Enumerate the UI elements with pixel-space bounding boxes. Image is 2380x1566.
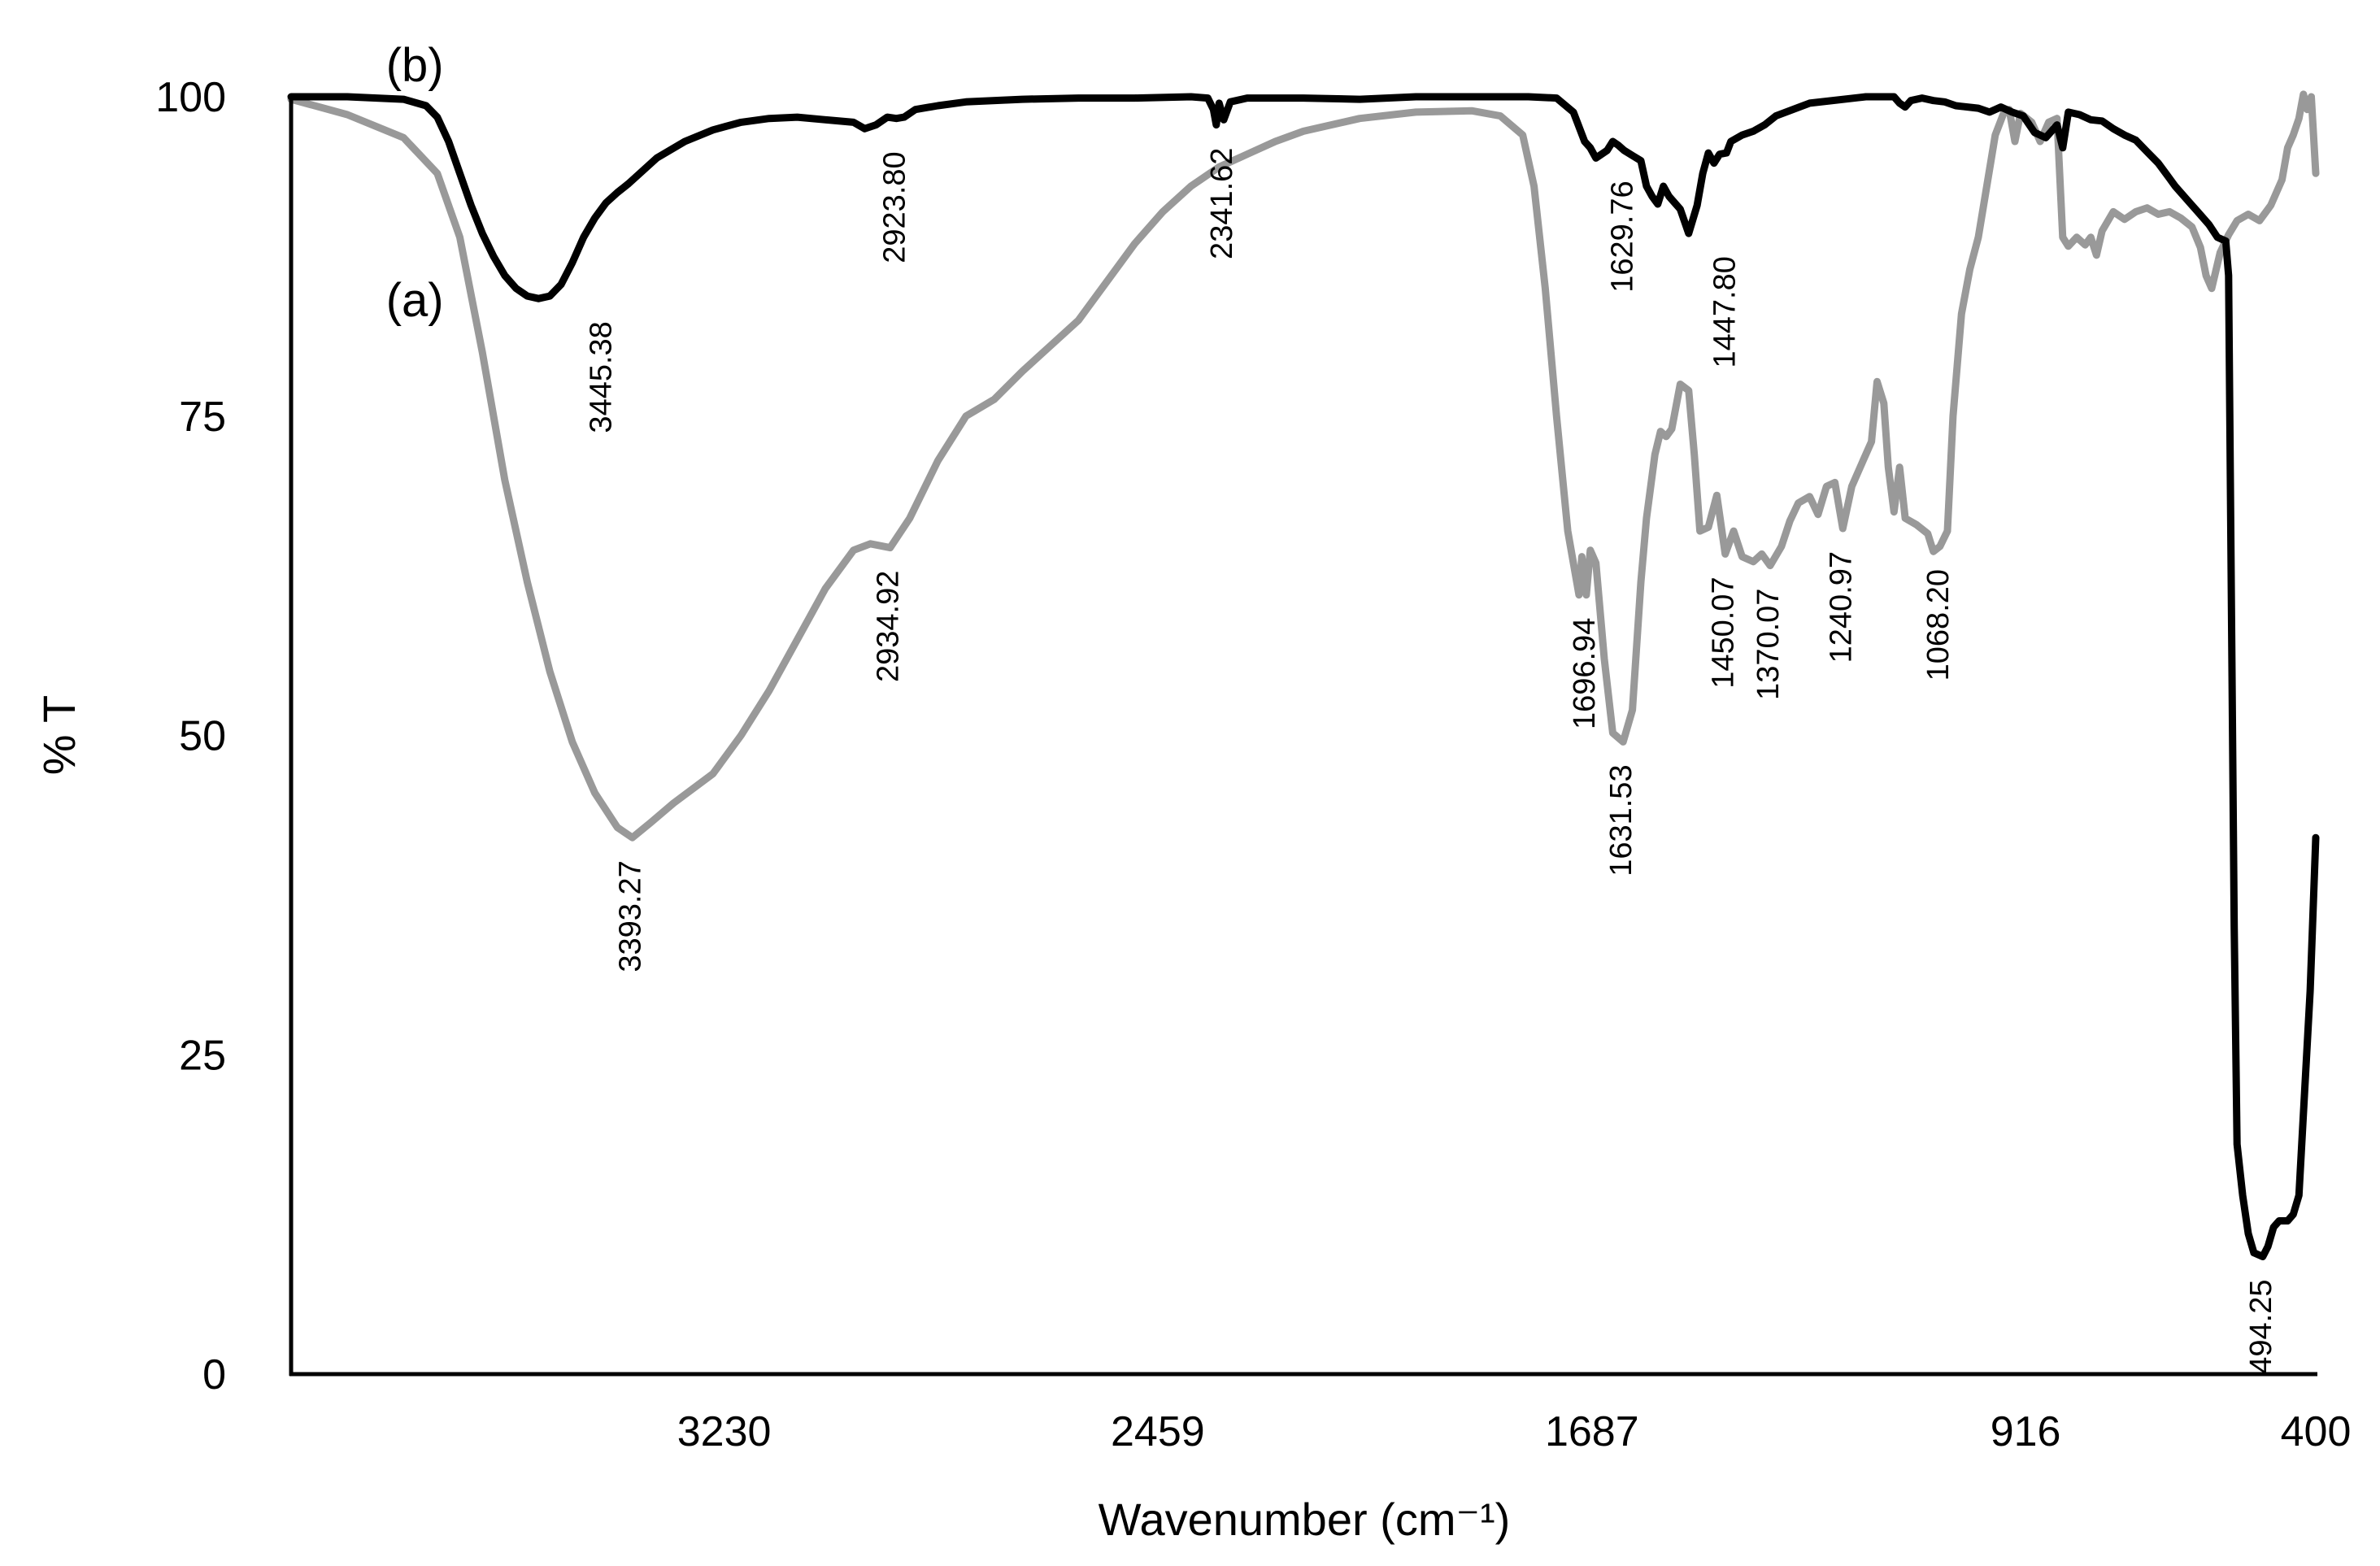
series-label-a: (a)	[386, 274, 444, 327]
y-axis-title: % T	[33, 695, 85, 776]
series-layer	[287, 90, 2320, 1260]
x-tick-label: 2459	[1111, 1408, 1205, 1455]
x-tick-label: 916	[1991, 1408, 2061, 1455]
y-tick-label: 0	[202, 1351, 226, 1399]
x-axis-title: Wavenumber (cm⁻¹)	[1099, 1494, 1511, 1545]
series-label-b: (b)	[386, 39, 444, 92]
series-line-b	[287, 93, 2320, 1260]
x-tick-label: 1687	[1545, 1408, 1639, 1455]
peak-label-1450-07: 1450.07	[1707, 576, 1741, 688]
axes-layer	[289, 97, 2317, 1377]
peak-label-1631-53: 1631.53	[1604, 764, 1638, 876]
peak-label-1629-76: 1629.76	[1605, 181, 1639, 292]
peak-label-494-25: 494.25	[2244, 1279, 2278, 1373]
y-tick-label: 50	[179, 713, 226, 760]
peak-label-1696-94: 1696.94	[1568, 618, 1602, 729]
peak-label-3393-27: 3393.27	[614, 860, 648, 972]
series-line-a	[287, 90, 2320, 842]
y-tick-label: 25	[179, 1032, 226, 1079]
x-tick-label: 400	[2281, 1408, 2352, 1455]
y-tick-label: 100	[155, 74, 226, 121]
peak-label-2341-62: 2341.62	[1205, 148, 1239, 259]
y-tick-label: 75	[179, 394, 226, 441]
peak-label-1068-20: 1068.20	[1921, 569, 1956, 681]
peak-label-1370-07: 1370.07	[1751, 589, 1786, 700]
series-names: (a) (b)	[386, 39, 444, 327]
peak-label-1240-97: 1240.97	[1824, 551, 1858, 663]
peak-label-1447-80: 1447.80	[1708, 256, 1742, 368]
peak-labels: 3393.27 2934.92 1696.94 1631.53 1450.07 1370.…	[585, 148, 2278, 1374]
peak-label-3445-38: 3445.38	[585, 321, 619, 433]
x-tick-label: 3230	[677, 1408, 772, 1455]
tick-labels: 3230 2459 1687 916 400 0 25 50 75 100	[155, 74, 2351, 1455]
peak-label-2934-92: 2934.92	[872, 571, 906, 682]
peak-label-2923-80: 2923.80	[877, 151, 912, 263]
